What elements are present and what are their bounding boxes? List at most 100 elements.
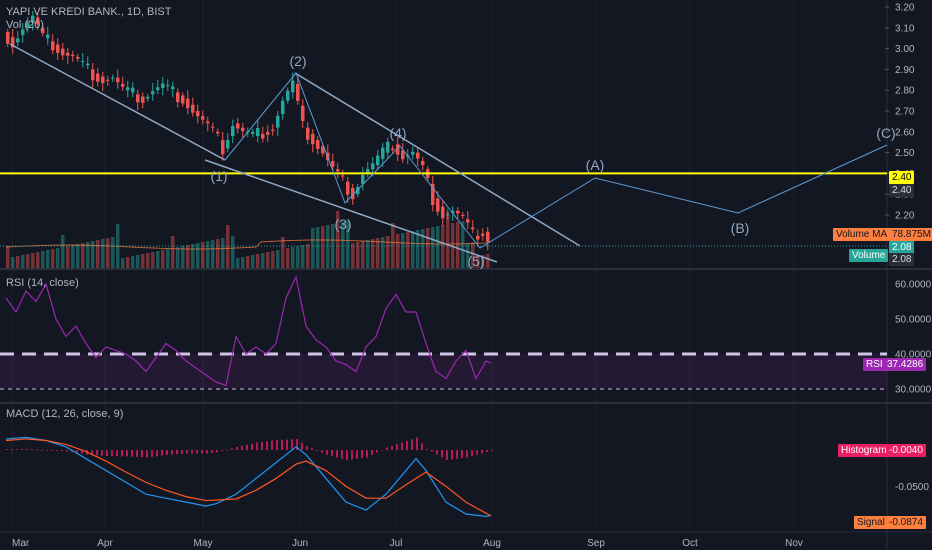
macd-histogram-bar (186, 450, 188, 454)
volume-bar (266, 252, 270, 268)
volume-bar (161, 250, 165, 268)
candle-body (216, 131, 220, 134)
volume-bar (26, 254, 30, 268)
signal-line (5, 438, 492, 517)
volume-bar (181, 246, 185, 268)
volume-bar (41, 251, 45, 268)
candle-body (126, 87, 130, 91)
candle-body (341, 175, 345, 177)
macd-histogram-bar (21, 449, 23, 450)
rsi-value-tag: 37.4286 (884, 358, 927, 371)
volume-bar (361, 241, 365, 268)
volume-bar (281, 237, 285, 268)
macd-histogram-bar (336, 450, 338, 458)
macd-histogram-bar (76, 450, 78, 453)
rsi-band-fill (0, 354, 887, 389)
candle-body (421, 160, 425, 166)
candle-body (46, 34, 50, 39)
volume-bar (436, 226, 440, 268)
volume-bar (86, 242, 90, 268)
signal-name-tag: Signal (854, 516, 888, 529)
macd-histogram-bar (376, 450, 378, 453)
volume-bar (166, 249, 170, 268)
macd-tick-label: -0.0500 (895, 482, 929, 493)
candle-body (281, 100, 285, 115)
volume-bar (226, 225, 230, 268)
volume-name-tag: Volume (849, 249, 889, 262)
rsi-tick-label: 60.0000 (895, 280, 932, 291)
candle-body (56, 44, 60, 53)
wave-label: (3) (334, 216, 351, 232)
macd-histogram-bar (296, 439, 298, 450)
candle-body (376, 155, 380, 166)
time-axis-label: May (194, 538, 213, 549)
rsi-legend[interactable]: RSI (14, close) (6, 277, 79, 289)
candle-body (486, 231, 490, 243)
volume-bar (321, 226, 325, 268)
volume-bar (471, 242, 475, 268)
candle-body (71, 54, 75, 57)
macd-histogram-bar (136, 450, 138, 457)
macd-histogram-bar (311, 448, 313, 450)
volume-bar (101, 239, 105, 268)
price-axis (885, 6, 889, 216)
trend-line-upper (294, 72, 581, 247)
candle-body (186, 98, 190, 109)
price-tick-label: 3.00 (895, 44, 915, 55)
volume-bar (241, 257, 245, 268)
candle-body (351, 187, 355, 200)
macd-histogram-bar (241, 445, 243, 450)
price-tick-label: 2.70 (895, 107, 915, 118)
volume-bar (276, 250, 280, 268)
macd-histogram-bar (396, 444, 398, 450)
rsi-tick-label: 30.0000 (895, 385, 932, 396)
volume-bar (211, 240, 215, 268)
volume-bar (106, 238, 110, 268)
candle-body (231, 125, 235, 136)
candle-body (201, 116, 205, 120)
candle-body (206, 121, 210, 124)
candle-body (386, 141, 390, 153)
symbol-title[interactable]: YAPI VE KREDI BANK., 1D, BIST (6, 6, 172, 18)
volume-legend[interactable]: Vol (20) (6, 19, 44, 31)
macd-histogram-bar (481, 450, 483, 454)
macd-histogram-bar (391, 445, 393, 450)
macd-histogram-bar (231, 448, 233, 450)
macd-legend[interactable]: MACD (12, 26, close, 9) (6, 408, 124, 420)
candle-body (391, 148, 395, 151)
macd-histogram-bar (306, 446, 308, 450)
volume-bar (411, 231, 415, 268)
macd-histogram-bar (361, 450, 363, 459)
price-tag-b: 2.08 (889, 253, 915, 266)
candle-body (371, 163, 375, 170)
candle-body (146, 96, 150, 99)
trend-line-lower (204, 159, 498, 263)
candle-body (276, 115, 280, 128)
candle-body (316, 140, 320, 149)
macd-histogram-bar (131, 450, 133, 457)
macd-histogram-bar (36, 449, 38, 451)
candle-body (106, 79, 110, 81)
macd-histogram-bar (356, 450, 358, 459)
elliott-wave-path (224, 72, 888, 249)
macd-histogram-bar (216, 450, 218, 453)
candle-body (181, 95, 185, 104)
macd-histogram-bar (31, 449, 33, 451)
volume-bar (236, 258, 240, 268)
volume-bar (251, 255, 255, 268)
candle-body (346, 181, 350, 195)
candle-body (446, 214, 450, 216)
candle-body (91, 69, 95, 81)
volume-bar (21, 255, 25, 268)
price-tick-label: 2.90 (895, 65, 915, 76)
macd-histogram-bar (466, 450, 468, 458)
candle-body (296, 83, 300, 101)
volume-bar (356, 242, 360, 268)
candle-body (131, 87, 135, 93)
macd-histogram-bar (166, 450, 168, 455)
macd-histogram-bar (491, 449, 493, 451)
macd-histogram-bar (371, 450, 373, 455)
macd-histogram-bar (151, 450, 153, 457)
